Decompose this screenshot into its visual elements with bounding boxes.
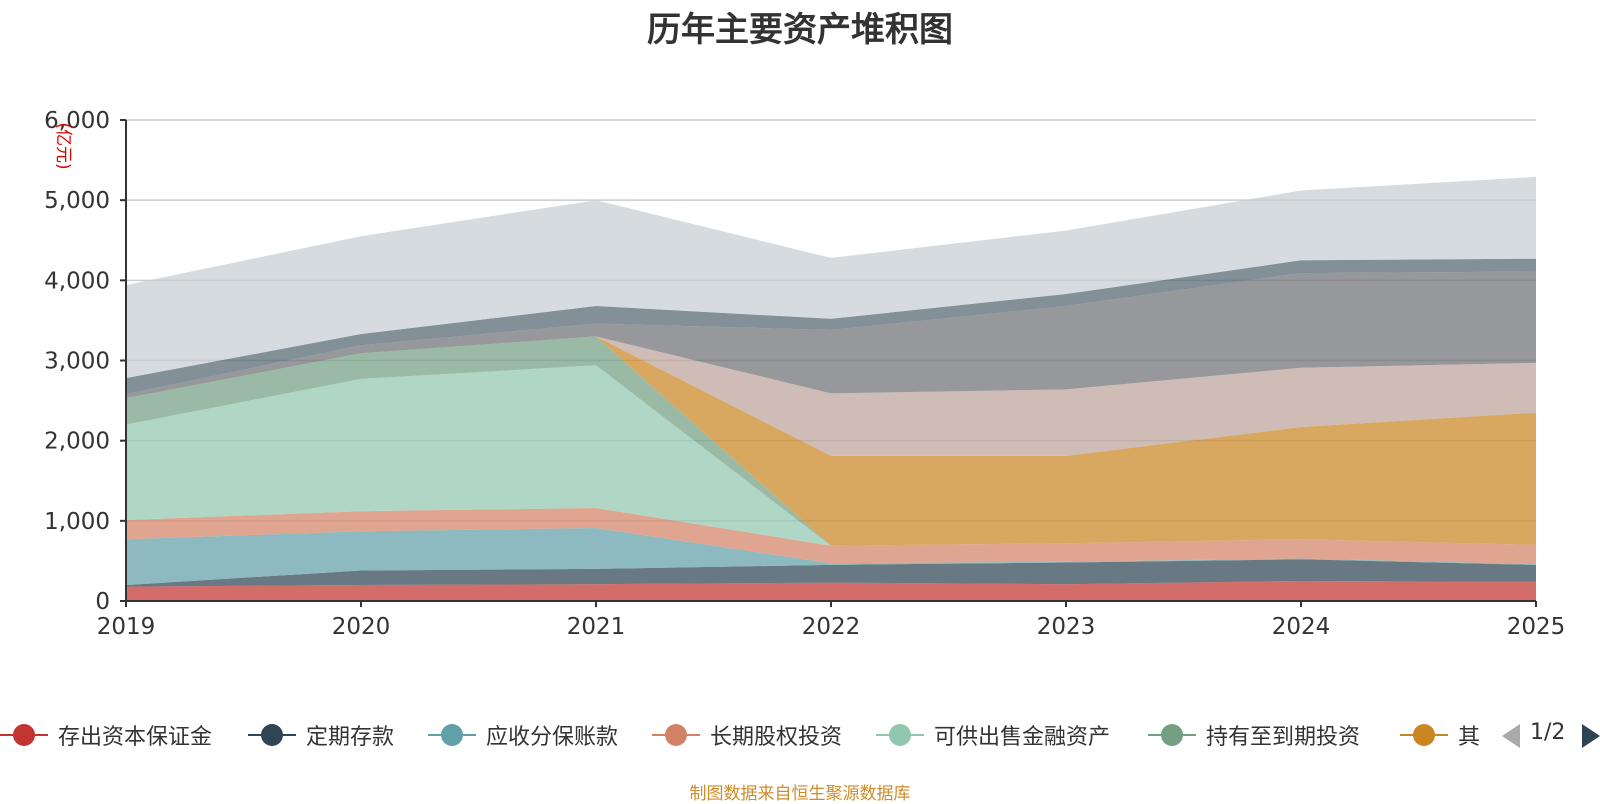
legend-page-indicator: 1/2 [1530, 720, 1566, 745]
legend-item[interactable]: 定期存款 [248, 715, 394, 755]
y-tick-label: 0 [95, 589, 110, 615]
y-tick-label: 5,000 [44, 188, 110, 214]
legend-marker-icon [652, 715, 700, 755]
area-series-1[interactable] [126, 559, 1536, 587]
area-series-3[interactable] [126, 508, 1536, 565]
area-series-2[interactable] [126, 528, 1536, 585]
x-tick-label: 2024 [1272, 614, 1331, 640]
y-tick-label: 1,000 [44, 509, 110, 535]
area-series-8[interactable] [126, 271, 1536, 399]
x-tick-label: 2023 [1037, 614, 1096, 640]
legend-label: 长期股权投资 [710, 725, 843, 750]
legend-item[interactable]: 应收分保账款 [428, 715, 618, 755]
legend-item[interactable]: 长期股权投资 [652, 715, 842, 755]
legend: 存出资本保证金 定期存款 应收分保账款 长期股权投资 可供出售金融资产 持有至到期投资其 … [0, 715, 1600, 755]
x-tick-label: 2025 [1507, 614, 1566, 640]
legend-marker-icon [876, 715, 924, 755]
source-note: 制图数据来自恒生聚源数据库 [689, 784, 911, 804]
legend-marker-icon [1148, 715, 1196, 755]
area-series-10[interactable] [126, 176, 1536, 379]
area-series-0[interactable] [126, 581, 1536, 601]
x-tick-label: 2022 [802, 614, 861, 640]
legend-label: 持有至到期投资 [1206, 725, 1361, 750]
legend-items: 存出资本保证金 定期存款 应收分保账款 长期股权投资 可供出售金融资产 持有至到期投资 其 [0, 715, 1480, 755]
y-tick-label: 6,000 [44, 108, 110, 134]
legend-marker-icon [248, 715, 296, 755]
x-tick-label: 2021 [567, 614, 626, 640]
legend-marker-icon [428, 715, 476, 755]
y-tick-label: 4,000 [44, 268, 110, 294]
legend-item[interactable]: 持有至到期投资 [1148, 715, 1360, 755]
area-series-4[interactable] [126, 365, 1536, 546]
area-series-layer [126, 176, 1536, 601]
x-tick-label: 2019 [97, 614, 156, 640]
legend-next-page-icon[interactable] [1582, 724, 1600, 748]
y-tick-label: 2,000 [44, 429, 110, 455]
legend-marker-icon [0, 715, 48, 755]
legend-label: 存出资本保证金 [58, 725, 213, 750]
x-tick-labels: 2019 2020 2021 2022 2023 2024 2025 [97, 601, 1566, 640]
legend-marker-icon [1400, 715, 1448, 755]
legend-prev-page-icon[interactable] [1502, 724, 1520, 748]
legend-item[interactable]: 存出资本保证金 [0, 715, 212, 755]
x-tick-label: 2020 [332, 614, 391, 640]
area-series-9[interactable] [126, 258, 1536, 395]
legend-item[interactable]: 其 [1400, 715, 1480, 755]
y-tick-labels: 0 1,000 2,000 3,000 4,000 5,000 6,000 [44, 108, 126, 615]
area-series-6[interactable] [126, 336, 1536, 546]
legend-label: 应收分保账款 [486, 725, 619, 750]
chart-title: 历年主要资产堆积图 [647, 10, 953, 50]
y-tick-label: 3,000 [44, 349, 110, 375]
y-unit-label: (亿元) [53, 122, 73, 169]
legend-label: 其 [1458, 725, 1480, 750]
area-series-7[interactable] [126, 336, 1536, 456]
legend-label: 可供出售金融资产 [934, 725, 1111, 750]
legend-item[interactable]: 可供出售金融资产 [876, 715, 1110, 755]
legend-label: 定期存款 [306, 725, 395, 750]
